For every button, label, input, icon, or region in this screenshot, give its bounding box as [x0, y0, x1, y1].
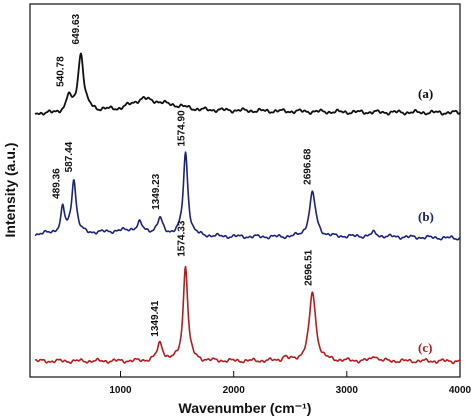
series-line-2: [34, 265, 461, 365]
peak-label-series-0-1: 649.63: [71, 13, 82, 44]
series-label-1: (b): [418, 209, 434, 224]
x-tick-label-4000: 4000: [449, 385, 472, 396]
plot-frame: [29, 3, 461, 378]
peak-label-series-2-2: 2696.51: [304, 249, 315, 286]
peak-label-series-1-3: 1574.90: [177, 110, 188, 147]
series-line-1: [34, 151, 461, 241]
peak-label-series-1-4: 2696.68: [303, 148, 314, 185]
peak-label-series-1-1: 587.44: [64, 141, 75, 172]
y-axis-title: Intensity (a.u.): [2, 143, 18, 238]
peak-label-series-1-2: 1349.23: [151, 173, 162, 210]
peak-label-series-1-0: 489.36: [52, 168, 63, 199]
x-tick-label-2000: 2000: [223, 385, 246, 396]
x-axis-title: Wavenumber (cm⁻¹): [179, 400, 312, 416]
peak-label-series-2-1: 1574.33: [177, 220, 188, 257]
peak-label-series-2-0: 1349.41: [150, 300, 161, 337]
x-axis-tick-labels: 1000 2000 3000 4000: [109, 385, 471, 396]
peak-label-series-0-0: 540.78: [56, 56, 67, 87]
series-label-0: (a): [418, 86, 433, 101]
x-axis-ticks: [120, 371, 461, 377]
x-tick-label-1000: 1000: [109, 385, 132, 396]
x-axis: 1000 2000 3000 4000 Wavenumber (cm⁻¹): [109, 371, 472, 416]
series-line-0: [34, 52, 461, 116]
series-layer: [34, 52, 461, 365]
x-tick-label-3000: 3000: [336, 385, 359, 396]
series-label-2: (c): [418, 340, 432, 355]
